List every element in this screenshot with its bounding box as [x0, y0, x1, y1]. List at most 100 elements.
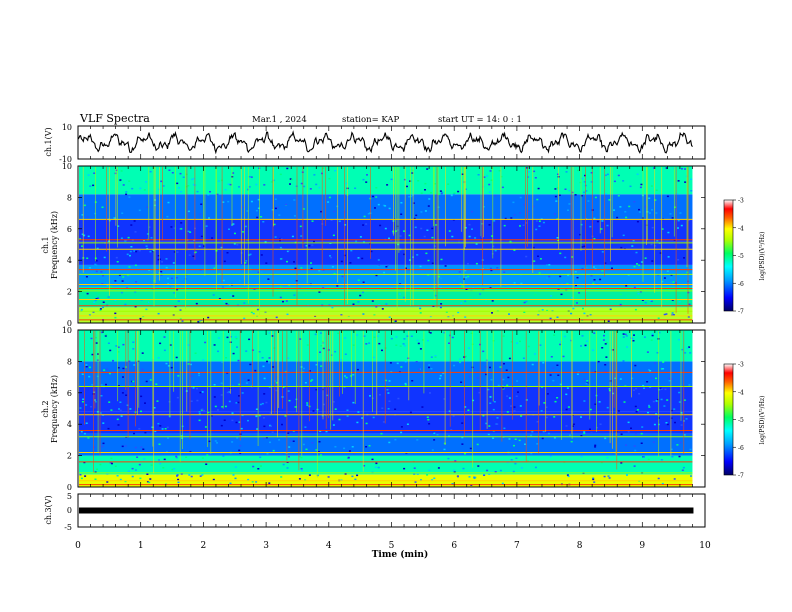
spectrogram-speckle	[305, 245, 308, 247]
spectrogram-speckle	[300, 468, 303, 470]
spectrogram-speckle	[403, 253, 406, 256]
spectrogram-speckle	[216, 193, 219, 196]
spectrogram-speckle	[188, 474, 191, 476]
spectrogram-speckle	[388, 207, 391, 210]
spectrogram-speckle	[100, 384, 103, 386]
spectrogram-speckle	[179, 172, 182, 175]
spectrogram-speckle	[483, 176, 486, 178]
spectrogram-speckle	[276, 206, 279, 208]
spectrogram-speckle	[409, 259, 411, 261]
spectrogram-speckle	[590, 181, 593, 183]
spectrogram-speckle	[279, 296, 282, 299]
spectrogram-speckle	[574, 295, 577, 297]
spectrogram-speckle	[500, 175, 503, 178]
spectrogram-speckle	[213, 396, 216, 398]
spectrogram-speckle	[365, 422, 368, 425]
spectrogram-speckle	[589, 225, 592, 228]
spectrogram-speckle	[431, 449, 434, 451]
spectrogram-speckle	[326, 394, 329, 397]
spectrogram-speckle	[645, 224, 648, 226]
spectrogram-speckle	[397, 243, 400, 246]
spectrogram-speckle	[513, 214, 516, 216]
y-tick-label: 2	[67, 452, 72, 461]
spectrogram-speckle	[84, 475, 87, 477]
spectrogram-speckle	[592, 266, 595, 268]
ch2-colorbar-gradient	[723, 363, 734, 476]
spectrogram-speckle	[632, 239, 635, 242]
spectrogram-speckle	[262, 437, 265, 440]
spectrogram-speckle	[176, 396, 179, 399]
spectrogram-speckle	[341, 289, 344, 291]
spectrogram-speckle	[82, 398, 85, 400]
spectrogram-speckle	[644, 301, 647, 304]
spectrogram-speckle	[458, 240, 460, 243]
spectrogram-speckle	[674, 206, 677, 208]
spectrogram-speckle	[338, 220, 341, 222]
spectrogram-speckle	[175, 356, 178, 359]
spectrogram-speckle	[434, 183, 437, 185]
spectrogram-speckle	[368, 445, 371, 447]
spectrogram-speckle	[116, 475, 119, 477]
spectrogram-speckle	[373, 314, 376, 316]
y-tick-label: 6	[67, 389, 72, 398]
spectrogram-speckle	[440, 192, 443, 195]
spectrogram-speckle	[344, 353, 347, 355]
spectrogram-speckle	[357, 411, 360, 413]
spectrogram-speckle	[204, 341, 207, 344]
spectrogram-speckle	[309, 380, 312, 382]
spectrogram-speckle	[629, 185, 632, 188]
spectrogram-speckle	[245, 260, 248, 262]
spectrogram-speckle	[317, 289, 320, 291]
spectrogram-speckle	[156, 400, 159, 402]
spectrogram-speckle	[489, 402, 492, 404]
spectrogram-speckle	[334, 170, 337, 172]
spectrogram-band	[79, 330, 693, 362]
x-tick-label: 9	[639, 541, 645, 551]
spectrogram-speckle	[352, 374, 355, 376]
spectrogram-speckle	[469, 296, 472, 299]
spectrogram-speckle	[603, 334, 605, 337]
spectrogram-speckle	[467, 409, 470, 411]
spectrogram-speckle	[160, 274, 163, 276]
spectrogram-speckle	[157, 357, 160, 359]
spectrogram-speckle	[468, 223, 471, 226]
spectrogram-speckle	[506, 395, 509, 397]
spectrogram-speckle	[434, 355, 437, 357]
spectrogram-speckle	[201, 408, 204, 410]
spectrogram-speckle	[222, 286, 224, 288]
spectrogram-speckle	[520, 467, 523, 469]
spectrogram-speckle	[141, 368, 144, 371]
spectrogram-speckle	[606, 406, 609, 409]
spectrogram-speckle	[458, 271, 461, 273]
spectrogram-speckle	[670, 281, 673, 283]
spectrogram-speckle	[81, 245, 83, 247]
ch3-ytick-bottom: -5	[64, 523, 72, 532]
spectrogram-speckle	[472, 399, 475, 402]
spectrogram-speckle	[600, 461, 603, 464]
spectrogram-speckle	[372, 416, 375, 419]
spectrogram-speckle	[375, 196, 378, 198]
spectrogram-speckle	[189, 363, 192, 366]
ch1-ytick-bottom: -10	[59, 155, 72, 164]
spectrogram-speckle	[604, 437, 607, 440]
spectrogram-speckle	[530, 434, 533, 437]
spectrogram-speckle	[247, 379, 250, 381]
spectrogram-speckle	[128, 275, 131, 277]
spectrogram-speckle	[114, 465, 117, 467]
y-tick-label: 2	[67, 288, 72, 297]
spectrogram-speckle	[508, 438, 511, 440]
spectrogram-speckle	[134, 305, 137, 308]
spectrogram-speckle	[202, 359, 205, 361]
spectrogram-speckle	[662, 368, 665, 370]
spectrogram-speckle	[650, 339, 653, 341]
spectrogram-speckle	[591, 209, 594, 211]
spectrogram-speckle	[119, 179, 122, 181]
spectrogram-speckle	[490, 379, 493, 381]
spectrogram-speckle	[541, 437, 544, 440]
spectrogram-speckle	[404, 382, 407, 385]
spectrogram-speckle	[102, 274, 104, 277]
spectrogram-speckle	[381, 407, 384, 409]
spectrogram-speckle	[227, 200, 230, 203]
spectrogram-speckle	[450, 194, 453, 197]
